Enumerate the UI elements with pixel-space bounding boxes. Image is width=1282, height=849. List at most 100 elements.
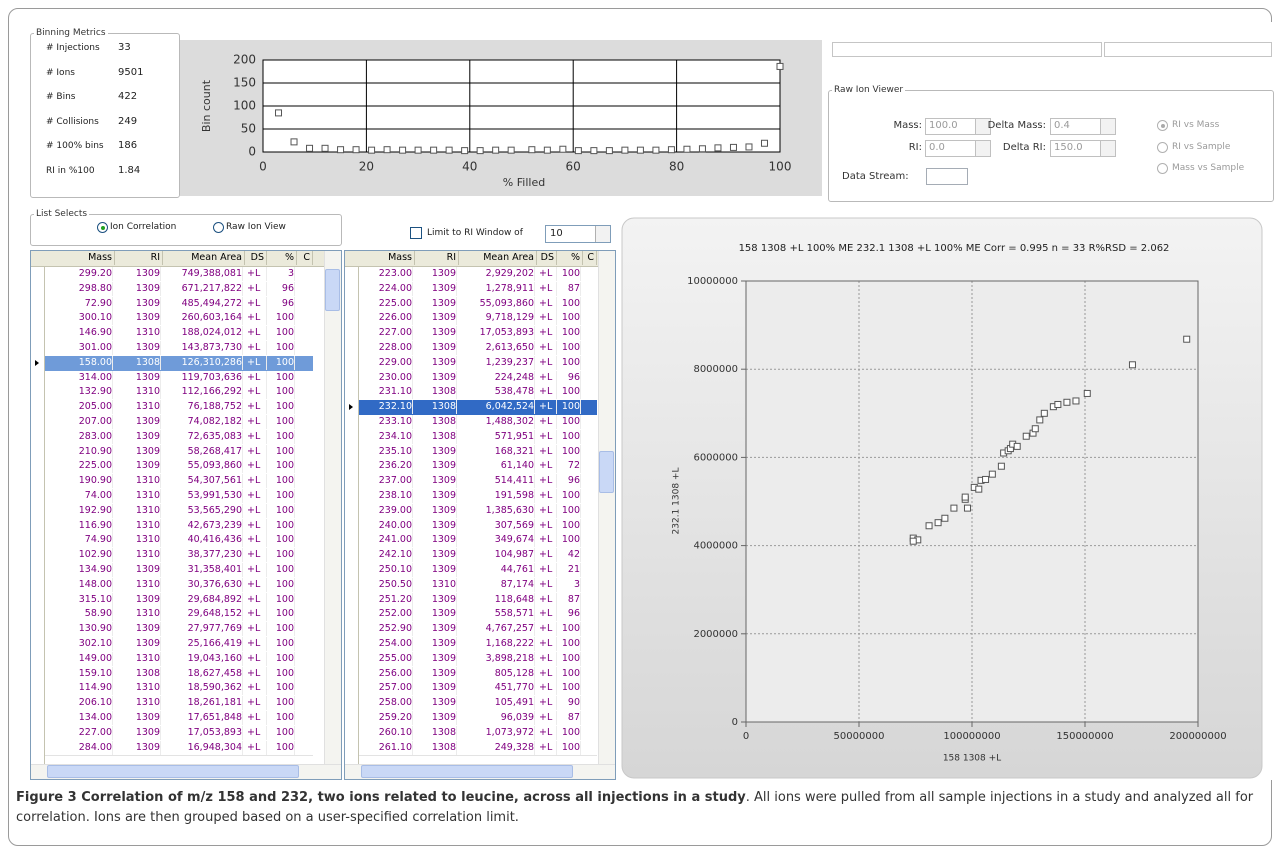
grid-cell: 100 (267, 444, 295, 459)
grid-cell: 1309 (415, 592, 457, 607)
marker (414, 146, 422, 154)
column-header[interactable]: Mean Area (163, 251, 245, 265)
grid-cell: 1309 (115, 429, 161, 444)
column-header[interactable]: Mass (45, 251, 115, 265)
spin-buttons[interactable] (595, 226, 610, 242)
radio-button[interactable] (1157, 163, 1168, 174)
spin-box[interactable]: 0.4 (1050, 118, 1116, 135)
grid-header (31, 251, 341, 267)
grid-header (345, 251, 615, 267)
grid-cell: 1309 (415, 518, 457, 533)
grid-cell: 254.00 (359, 637, 413, 651)
column-header[interactable]: Mass (359, 251, 415, 265)
data-grid: Mass RI Mean Area DS% C 223.00 1309 2,929,202 +L… (344, 250, 616, 780)
marker (492, 146, 500, 154)
column-header[interactable]: RI (115, 251, 163, 265)
vertical-scrollbar[interactable] (324, 251, 341, 765)
column-header[interactable]: Mean Area (459, 251, 537, 265)
grid-cell: +L (537, 503, 557, 518)
grid-cell: 451,770 (459, 681, 535, 696)
spin-box[interactable]: 150.0 (1050, 140, 1116, 157)
grid-cell: 229.00 (359, 355, 413, 370)
checkbox-label: Limit to RI Window of (427, 228, 523, 238)
grid-cell: 749,388,081 (163, 267, 243, 281)
checkbox[interactable] (410, 227, 422, 239)
radio-button[interactable] (213, 222, 224, 233)
grid-cell: 96,039 (459, 711, 535, 725)
grid-cell: +L (245, 267, 267, 281)
grid-cell: +L (537, 666, 557, 681)
grid-cell: +L (537, 370, 557, 385)
grid-cell: 100 (267, 681, 295, 696)
grid-cell: 300.10 (45, 311, 113, 326)
spin-buttons[interactable] (1100, 119, 1115, 134)
y-tick-label: 0 (248, 145, 256, 159)
grid-cell: 1309 (415, 651, 457, 666)
column-header[interactable]: % (557, 251, 583, 265)
grid-row[interactable] (359, 740, 597, 757)
grid-cell: 1309 (415, 533, 457, 548)
column-header[interactable]: C (297, 251, 313, 265)
group-box (828, 90, 1274, 202)
scroll-thumb[interactable] (47, 765, 299, 778)
x-axis-label: 158 1308 +L (943, 754, 1001, 764)
grid-cell: 100 (267, 415, 295, 429)
grid-cell: +L (245, 503, 267, 518)
spin-buttons[interactable] (975, 119, 990, 134)
marker (1054, 400, 1062, 408)
scroll-thumb[interactable] (325, 269, 340, 311)
grid-cell: 100 (267, 326, 295, 341)
grid-cell: 1309 (115, 415, 161, 429)
spin-box[interactable]: 10 (545, 225, 611, 243)
grid-cell: 100 (267, 518, 295, 533)
grid-cell: 1309 (415, 503, 457, 518)
spin-buttons[interactable] (1100, 141, 1115, 156)
grid-cell: +L (537, 622, 557, 637)
marker (1013, 442, 1021, 450)
marker (461, 147, 469, 155)
text-box[interactable] (1104, 42, 1272, 57)
grid-cell: 1310 (115, 533, 161, 548)
column-header[interactable]: DS (537, 251, 557, 265)
vertical-scrollbar[interactable] (598, 251, 615, 765)
grid-cell: 240.00 (359, 518, 413, 533)
scroll-thumb[interactable] (361, 765, 573, 778)
column-header[interactable]: % (267, 251, 297, 265)
grid-cell: 53,991,530 (163, 489, 243, 503)
grid-cell: 100 (267, 563, 295, 577)
grid-cell: 100 (267, 651, 295, 666)
grid-cell: +L (245, 415, 267, 429)
scroll-thumb[interactable] (599, 451, 614, 493)
radio-button[interactable] (1157, 120, 1168, 131)
grid-cell: +L (537, 355, 557, 370)
grid-cell: 87 (557, 281, 581, 296)
marker (961, 493, 969, 501)
column-header[interactable]: RI (415, 251, 459, 265)
grid-cell: 259.20 (359, 711, 413, 725)
marker (729, 143, 737, 151)
grid-cell: 29,648,152 (163, 607, 243, 622)
grid-cell: +L (245, 429, 267, 444)
marker (383, 146, 391, 154)
column-header[interactable]: C (583, 251, 597, 265)
grid-cell: 538,478 (459, 385, 535, 400)
radio-button[interactable] (97, 222, 108, 233)
grid-cell: 87 (557, 711, 581, 725)
spin-box[interactable]: 100.0 (925, 118, 991, 135)
text-input[interactable] (926, 168, 968, 185)
spin-buttons[interactable] (975, 141, 990, 156)
grid-cell: +L (537, 533, 557, 548)
field-value: 100.0 (929, 120, 958, 131)
text-box[interactable] (832, 42, 1102, 57)
spin-box[interactable]: 0.0 (925, 140, 991, 157)
grid-cell: 1,168,222 (459, 637, 535, 651)
marker (290, 138, 298, 146)
radio-button[interactable] (1157, 141, 1168, 153)
column-header[interactable]: DS (245, 251, 267, 265)
grid-cell: 1309 (415, 341, 457, 355)
grid-cell: 116.90 (45, 518, 113, 533)
grid-cell: 100 (557, 533, 581, 548)
grid-cell: +L (245, 637, 267, 651)
grid-cell: +L (537, 740, 557, 755)
marker (941, 514, 949, 522)
